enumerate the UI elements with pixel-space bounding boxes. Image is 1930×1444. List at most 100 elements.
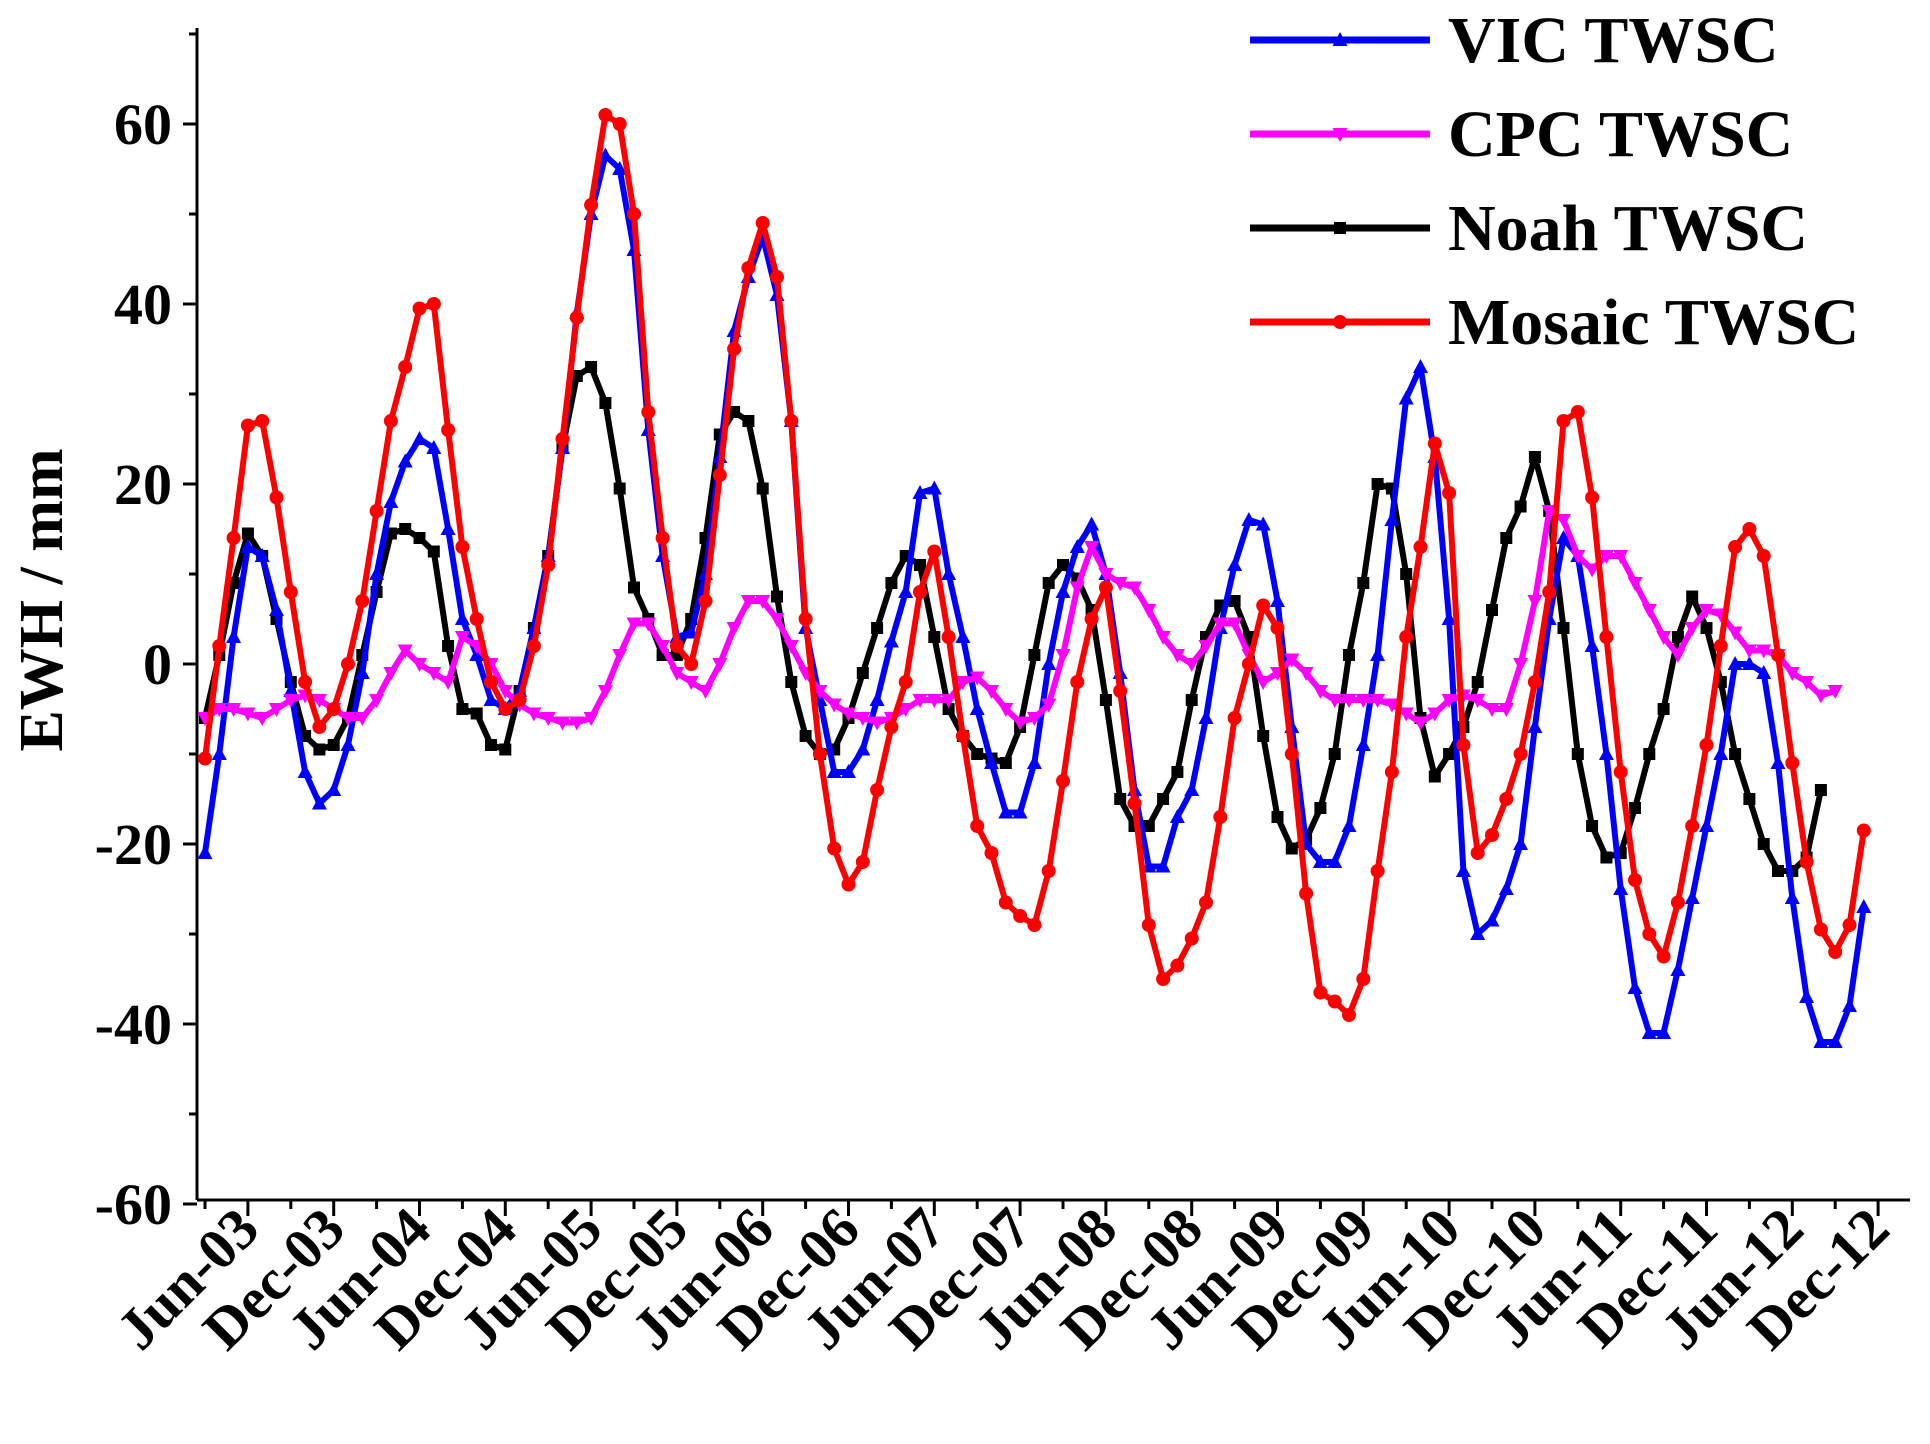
data-point <box>914 559 926 571</box>
data-point <box>598 108 613 122</box>
data-point <box>826 698 842 713</box>
data-point <box>1756 549 1771 563</box>
data-point <box>397 644 413 659</box>
data-point <box>1771 648 1785 662</box>
data-point <box>613 482 626 495</box>
y-tick-label: 20 <box>114 452 172 517</box>
data-point <box>771 590 783 603</box>
data-point <box>841 764 856 778</box>
data-point <box>212 639 227 653</box>
data-point <box>1641 604 1657 618</box>
data-point <box>254 548 270 562</box>
data-point <box>1371 478 1384 490</box>
data-point <box>569 716 585 731</box>
data-point <box>197 845 213 859</box>
data-point <box>1198 710 1214 724</box>
data-point <box>926 694 942 708</box>
data-point <box>1413 359 1428 373</box>
data-point <box>1757 838 1770 850</box>
data-point <box>640 617 656 632</box>
data-point <box>240 418 255 433</box>
data-point <box>413 532 426 544</box>
data-point <box>1556 514 1571 528</box>
data-point <box>712 658 728 672</box>
data-point <box>455 540 470 554</box>
data-point <box>669 667 685 681</box>
legend-swatch-marker <box>1332 32 1348 46</box>
data-point <box>784 414 799 428</box>
data-point <box>283 694 299 708</box>
data-point <box>1600 851 1613 864</box>
data-point <box>454 631 470 645</box>
data-point <box>298 675 313 689</box>
data-point <box>1670 649 1686 663</box>
data-point <box>1528 451 1541 463</box>
data-point <box>1327 994 1342 1009</box>
data-point <box>1213 810 1228 824</box>
data-point <box>1756 644 1772 659</box>
data-point <box>1470 694 1486 708</box>
data-point <box>440 521 456 535</box>
data-point <box>1684 622 1700 636</box>
data-point <box>1027 918 1042 932</box>
data-point <box>1456 738 1471 752</box>
data-point <box>512 693 527 707</box>
data-point <box>684 657 699 671</box>
data-point <box>928 631 941 643</box>
data-point <box>526 707 542 722</box>
data-point <box>912 694 928 708</box>
legend-label: CPC TWSC <box>1448 98 1793 171</box>
data-point <box>1114 793 1127 805</box>
data-point <box>955 629 971 643</box>
data-point <box>998 804 1014 819</box>
data-point <box>1729 748 1742 760</box>
axes <box>195 28 1910 1202</box>
data-point <box>1013 909 1028 923</box>
data-point <box>969 671 985 686</box>
data-point <box>855 855 870 869</box>
legend-item-vic-twsc: VIC TWSC <box>1250 4 1779 77</box>
data-point <box>1727 656 1743 670</box>
data-point <box>1241 512 1257 526</box>
data-point <box>1570 405 1585 419</box>
data-point <box>1384 698 1400 713</box>
series-mosaic-twsc <box>198 108 1871 1022</box>
data-point <box>1842 998 1857 1012</box>
data-point <box>655 640 671 654</box>
data-point <box>283 683 299 697</box>
series-layer <box>197 108 1872 1048</box>
data-point <box>412 658 427 672</box>
data-point <box>1327 854 1343 868</box>
data-point <box>1355 737 1371 751</box>
data-point <box>383 494 399 508</box>
data-point <box>1799 989 1815 1003</box>
data-point <box>584 198 599 212</box>
data-point <box>555 716 570 731</box>
data-point <box>399 523 412 535</box>
data-point <box>870 783 885 797</box>
data-point <box>1413 540 1428 554</box>
data-point <box>1355 694 1371 708</box>
data-point <box>569 310 584 325</box>
data-point <box>785 676 798 688</box>
data-point <box>412 431 427 445</box>
data-point <box>1613 881 1629 895</box>
data-point <box>1656 631 1672 645</box>
data-point <box>1742 522 1757 536</box>
data-point <box>1684 890 1700 904</box>
data-point <box>312 720 327 734</box>
data-point <box>1169 809 1185 823</box>
data-point <box>883 633 899 648</box>
data-point <box>855 712 871 726</box>
data-point <box>340 712 356 726</box>
data-point <box>1500 532 1513 544</box>
data-point <box>1627 577 1643 591</box>
data-point <box>398 360 413 374</box>
data-point <box>855 741 871 756</box>
data-point <box>1743 793 1756 805</box>
data-point <box>340 737 356 751</box>
data-point <box>1643 748 1656 760</box>
data-point <box>1772 865 1784 877</box>
data-point <box>1026 712 1042 726</box>
data-point <box>484 675 498 689</box>
